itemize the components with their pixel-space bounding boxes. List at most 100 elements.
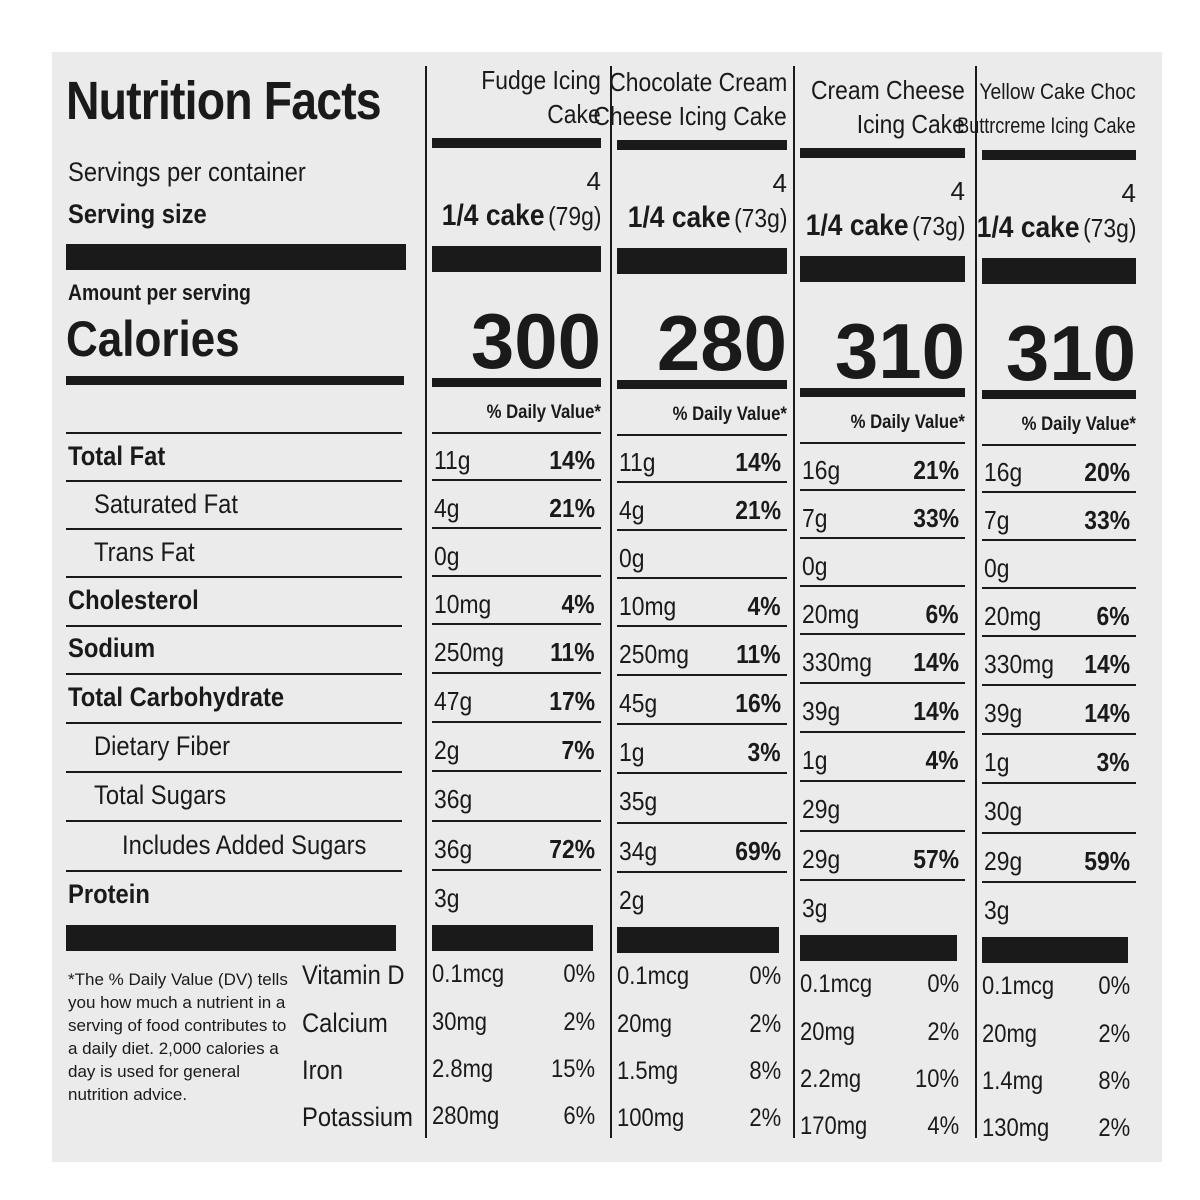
nutrient-amount: 29g: [802, 794, 841, 824]
micro-daily-value: 4%: [927, 1112, 959, 1140]
nutrient-label: Trans Fat: [94, 537, 195, 567]
serving-size-weight: (73g): [1082, 213, 1136, 243]
nutrient-amount: 11g: [434, 445, 471, 475]
serving-size-amount: 1/4 cake: [441, 199, 545, 232]
thick-bar: [800, 256, 965, 282]
calories-value: 280: [656, 299, 787, 387]
rule: [432, 527, 601, 529]
rule: [800, 489, 965, 491]
servings-value: 4: [772, 168, 787, 198]
micro-daily-value: 8%: [749, 1057, 781, 1085]
heavy-rule: [982, 150, 1136, 160]
nutrient-amount: 45g: [619, 688, 658, 718]
nutrient-amount: 3g: [434, 883, 460, 913]
calories-value: 310: [834, 307, 965, 395]
product-name-line2: Cake: [547, 99, 601, 129]
nutrient-amount: 30g: [984, 796, 1023, 826]
rule: [982, 491, 1136, 493]
rule-label: [66, 722, 402, 724]
rule: [800, 537, 965, 539]
micro-amount: 0.1mcg: [617, 962, 690, 990]
servings-value: 4: [1121, 178, 1136, 208]
nutrient-amount: 34g: [619, 836, 658, 866]
thick-bar-label: [66, 244, 406, 270]
rule: [617, 529, 787, 531]
rule: [432, 869, 601, 871]
nutrient-daily-value: 14%: [913, 696, 959, 726]
nutrient-amount: 20mg: [984, 601, 1042, 631]
heavy-rule: [800, 148, 965, 158]
micro-daily-value: 2%: [1098, 1114, 1130, 1142]
calories-value: 300: [470, 297, 601, 385]
nutrient-daily-value: 11%: [550, 637, 595, 667]
nutrient-daily-value: 57%: [913, 844, 959, 874]
servings-value: 4: [586, 166, 601, 196]
servings-value: 4: [950, 176, 965, 206]
rule: [617, 822, 787, 824]
nutrient-amount: 20mg: [802, 599, 860, 629]
nutrient-amount: 7g: [802, 503, 828, 533]
nutrient-amount: 47g: [434, 686, 473, 716]
thick-bar: [432, 246, 601, 272]
serving-size-amount: 1/4 cake: [805, 209, 909, 242]
nutrient-amount: 36g: [434, 784, 473, 814]
calories-value: 310: [1005, 309, 1136, 397]
micro-amount: 2.8mg: [432, 1055, 494, 1083]
micro-daily-value: 0%: [563, 960, 595, 988]
nutrient-daily-value: 21%: [735, 495, 781, 525]
nutrient-amount: 39g: [802, 696, 841, 726]
nutrient-amount: 250mg: [619, 639, 689, 669]
daily-value-header: % Daily Value*: [1021, 414, 1136, 435]
daily-value-header: % Daily Value*: [672, 404, 787, 425]
micro-nutrient-label: Vitamin D: [302, 960, 405, 990]
column-separator: [793, 66, 795, 1138]
nutrient-daily-value: 14%: [549, 445, 595, 475]
nutrient-amount: 36g: [434, 834, 473, 864]
footnote: *The % Daily Value (DV) tells you how mu…: [68, 970, 288, 1104]
column-separator: [425, 66, 427, 1138]
serving-size-weight: (79g): [547, 201, 601, 231]
nutrient-daily-value: 11%: [736, 639, 781, 669]
nutrient-label: Saturated Fat: [94, 489, 238, 519]
rule-label: [66, 771, 402, 773]
nutrient-daily-value: 4%: [561, 589, 595, 619]
rule: [432, 432, 601, 434]
rule-label: [66, 528, 402, 530]
serving-size-amount: 1/4 cake: [627, 201, 731, 234]
nutrient-amount: 3g: [802, 893, 828, 923]
serving-size-weight: (73g): [733, 203, 787, 233]
thick-bar-bottom: [982, 937, 1128, 963]
title: Nutrition Facts: [66, 71, 382, 131]
nutrient-label: Protein: [68, 879, 150, 909]
micro-amount: 20mg: [617, 1010, 673, 1038]
rule-label: [66, 673, 402, 675]
product-name-line2: Buttrcreme Icing Cake: [957, 113, 1136, 138]
micro-daily-value: 2%: [927, 1018, 959, 1046]
rule: [800, 731, 965, 733]
nutrient-label: Sodium: [68, 633, 156, 663]
daily-value-header: % Daily Value*: [486, 402, 601, 423]
nutrient-amount: 1g: [619, 737, 645, 767]
serving-size-weight: (73g): [911, 211, 965, 241]
nutrient-daily-value: 6%: [1096, 601, 1130, 631]
nutrient-daily-value: 21%: [549, 493, 595, 523]
nutrient-amount: 7g: [984, 505, 1010, 535]
micro-amount: 130mg: [982, 1114, 1050, 1142]
rule-label: [66, 576, 402, 578]
micro-nutrient-label: Potassium: [302, 1102, 413, 1132]
rule: [432, 721, 601, 723]
rule-label: [66, 432, 402, 434]
micro-daily-value: 15%: [550, 1055, 595, 1083]
rule-label: [66, 870, 402, 872]
micro-amount: 0.1mcg: [432, 960, 505, 988]
nutrient-daily-value: 20%: [1084, 457, 1130, 487]
micro-daily-value: 10%: [914, 1065, 959, 1093]
nutrient-label: Cholesterol: [68, 585, 199, 615]
rule: [982, 635, 1136, 637]
medium-bar: [982, 390, 1136, 399]
rule: [617, 674, 787, 676]
rule: [800, 780, 965, 782]
medium-bar: [432, 378, 601, 387]
rule: [432, 623, 601, 625]
nutrient-amount: 16g: [984, 457, 1023, 487]
